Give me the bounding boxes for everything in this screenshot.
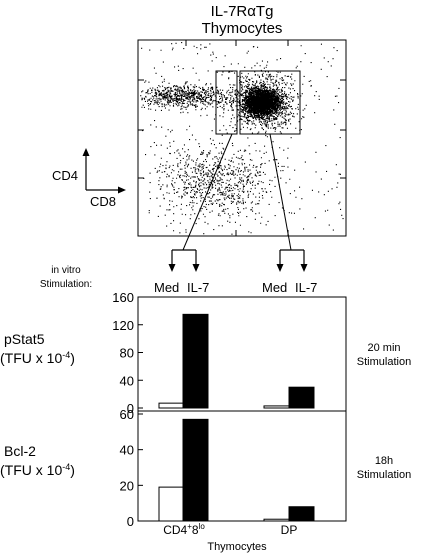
group2-med-label: Med <box>262 280 287 295</box>
pstat5-ylabel-line1: pStat5 <box>4 331 45 347</box>
pstat5-bar-dp-med <box>263 405 290 409</box>
pstat5-ylabel-line2: (TFU x 10-4) <box>0 350 75 366</box>
bcl2-bar-cd4-8lo-med <box>158 486 185 522</box>
group2-il7-label: IL-7 <box>295 280 317 295</box>
group1-med-label: Med <box>154 280 179 295</box>
connector-dp <box>269 133 292 251</box>
pstat5-bar-cd4-8lo-med <box>158 402 185 409</box>
axis-arrows: CD4 CD8 <box>52 148 126 209</box>
arrow-down-icon <box>276 264 284 272</box>
group1-il7-label: IL-7 <box>187 280 209 295</box>
y-tick-label: 0 <box>127 401 134 416</box>
y-tick-label: 40 <box>120 443 134 458</box>
bcl2-bar-dp-il7 <box>288 506 315 522</box>
cd4-axis-label: CD4 <box>52 168 78 183</box>
bcl2-note-line1: 18h <box>375 455 393 467</box>
bar-chart-frame <box>137 296 347 522</box>
pstat5-note-line2: Stimulation <box>357 356 411 368</box>
stimulation-label-line1: in vitro <box>51 265 81 276</box>
arrow-down-icon <box>300 264 308 272</box>
pstat5-bar-dp-il7 <box>288 386 315 409</box>
y-tick-label: 20 <box>120 478 134 493</box>
arrow-down-icon <box>168 264 176 272</box>
arrow-up-icon <box>82 148 90 156</box>
gate-cd4-8lo <box>215 70 238 135</box>
bcl2-note-line2: Stimulation <box>357 469 411 481</box>
bcl2-bar-cd4-8lo-il7 <box>182 418 209 522</box>
split-arrows <box>168 249 308 272</box>
y-tick-label: 160 <box>112 290 134 305</box>
flow-events <box>140 42 344 235</box>
bcl2-bar-dp-med <box>263 518 290 522</box>
stimulation-label-line2: Stimulation: <box>40 279 92 290</box>
pstat5-bar-cd4-8lo-il7 <box>182 313 209 409</box>
flow-plot <box>137 39 347 251</box>
title-line2: Thymocytes <box>202 20 283 37</box>
flow-plot-ticks <box>138 40 346 236</box>
connector-cd4-8lo <box>182 133 233 251</box>
bcl2-ylabel-line1: Bcl-2 <box>4 443 36 459</box>
cd8-axis-label: CD8 <box>90 194 116 209</box>
arrow-down-icon <box>192 264 200 272</box>
x-axis-title: Thymocytes <box>207 541 267 553</box>
y-tick-label: 60 <box>120 407 134 422</box>
arrow-right-icon <box>118 186 126 194</box>
pstat5-note-line1: 20 min <box>367 342 400 354</box>
y-tick-label: 40 <box>120 373 134 388</box>
flow-plot-events <box>140 42 344 235</box>
xcat-dp: DP <box>281 523 298 537</box>
xcat-cd4-8lo: CD4+8lo <box>163 522 205 537</box>
title-line1: IL-7RαTg <box>211 3 274 20</box>
y-tick-label: 120 <box>112 318 134 333</box>
bcl2-ylabel-line2: (TFU x 10-4) <box>0 462 75 478</box>
y-tick-label: 0 <box>127 514 134 529</box>
flow-plot-frame <box>137 39 347 237</box>
y-tick-label: 80 <box>120 346 134 361</box>
bar-charts: 0 40 80 120 160 0 20 40 60 <box>112 290 315 529</box>
